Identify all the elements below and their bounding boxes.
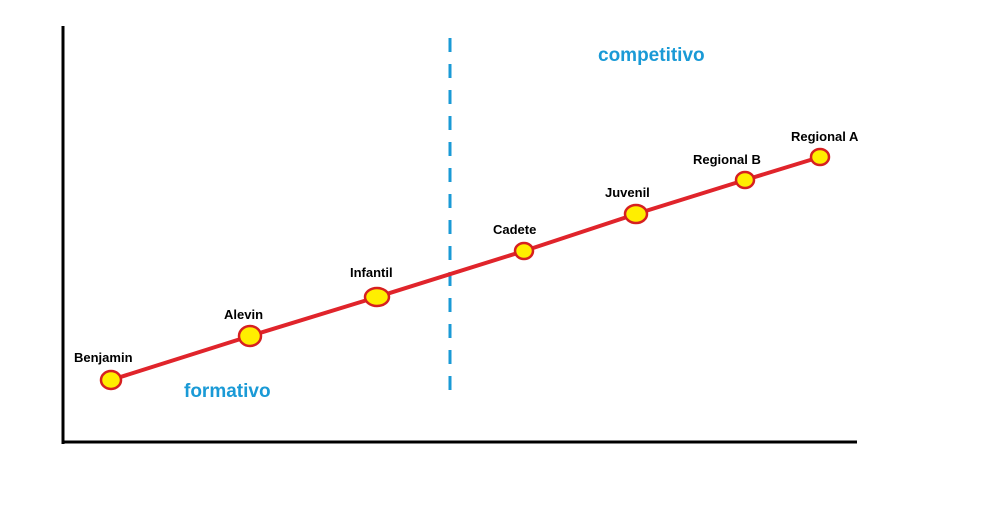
stage-label-juvenil: Juvenil (605, 185, 650, 200)
stage-label-alevin: Alevin (224, 307, 263, 322)
stage-label-benjamin: Benjamin (74, 350, 133, 365)
stage-node-alevin (237, 324, 263, 348)
stage-node-cadete (513, 241, 535, 261)
stage-node-benjamin (99, 369, 123, 391)
stage-label-cadete: Cadete (493, 222, 536, 237)
stage-node-infantil (363, 286, 391, 308)
region-label-competitivo: competitivo (598, 45, 705, 66)
stage-node-regional-b (734, 170, 756, 190)
region-label-formativo: formativo (184, 381, 271, 402)
stage-label-regional-a: Regional A (791, 129, 859, 144)
stage-node-regional-a (809, 147, 831, 167)
stage-label-infantil: Infantil (350, 265, 393, 280)
stage-label-regional-b: Regional B (693, 152, 761, 167)
stage-node-juvenil (623, 203, 649, 225)
progression-line (110, 155, 821, 382)
